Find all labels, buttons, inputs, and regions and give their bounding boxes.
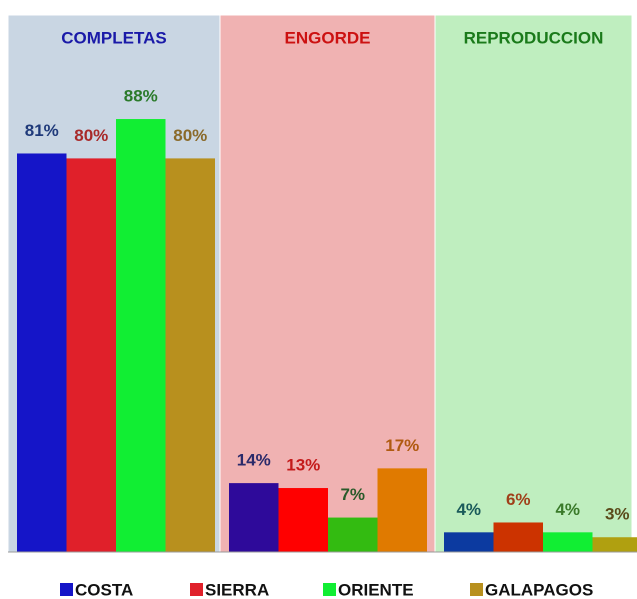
legend-label: ORIENTE bbox=[338, 580, 414, 599]
legend-swatch bbox=[60, 583, 73, 596]
data-label: 81% bbox=[25, 121, 59, 140]
data-label: 17% bbox=[385, 436, 419, 455]
legend-label: GALAPAGOS bbox=[485, 580, 593, 599]
bar bbox=[67, 158, 117, 552]
bar bbox=[593, 537, 637, 552]
panel-background bbox=[435, 15, 632, 552]
bar bbox=[17, 153, 67, 552]
legend-swatch bbox=[470, 583, 483, 596]
bar bbox=[328, 518, 378, 552]
data-label: 80% bbox=[74, 126, 108, 145]
bar bbox=[166, 158, 216, 552]
panel-title: REPRODUCCION bbox=[464, 28, 604, 47]
legend-label: COSTA bbox=[75, 580, 133, 599]
bar bbox=[444, 532, 494, 552]
bar bbox=[279, 488, 329, 552]
data-label: 4% bbox=[456, 500, 481, 519]
data-label: 6% bbox=[506, 490, 531, 509]
bar bbox=[378, 468, 428, 552]
data-label: 4% bbox=[555, 500, 580, 519]
bar bbox=[494, 522, 544, 552]
panel-title: COMPLETAS bbox=[61, 28, 166, 47]
data-label: 88% bbox=[124, 87, 158, 106]
panel-title: ENGORDE bbox=[285, 28, 371, 47]
legend-swatch bbox=[323, 583, 336, 596]
bar bbox=[229, 483, 279, 552]
data-label: 14% bbox=[237, 451, 271, 470]
data-label: 13% bbox=[286, 456, 320, 475]
legend-swatch bbox=[190, 583, 203, 596]
bar bbox=[116, 119, 166, 552]
data-label: 80% bbox=[173, 126, 207, 145]
chart: COMPLETAS ENGORDE REPRODUCCION 81% 14% 4% 80% 1… bbox=[0, 0, 637, 599]
bar bbox=[543, 532, 593, 552]
data-label: 3% bbox=[605, 505, 630, 524]
legend-label: SIERRA bbox=[205, 580, 269, 599]
data-label: 7% bbox=[340, 485, 365, 504]
